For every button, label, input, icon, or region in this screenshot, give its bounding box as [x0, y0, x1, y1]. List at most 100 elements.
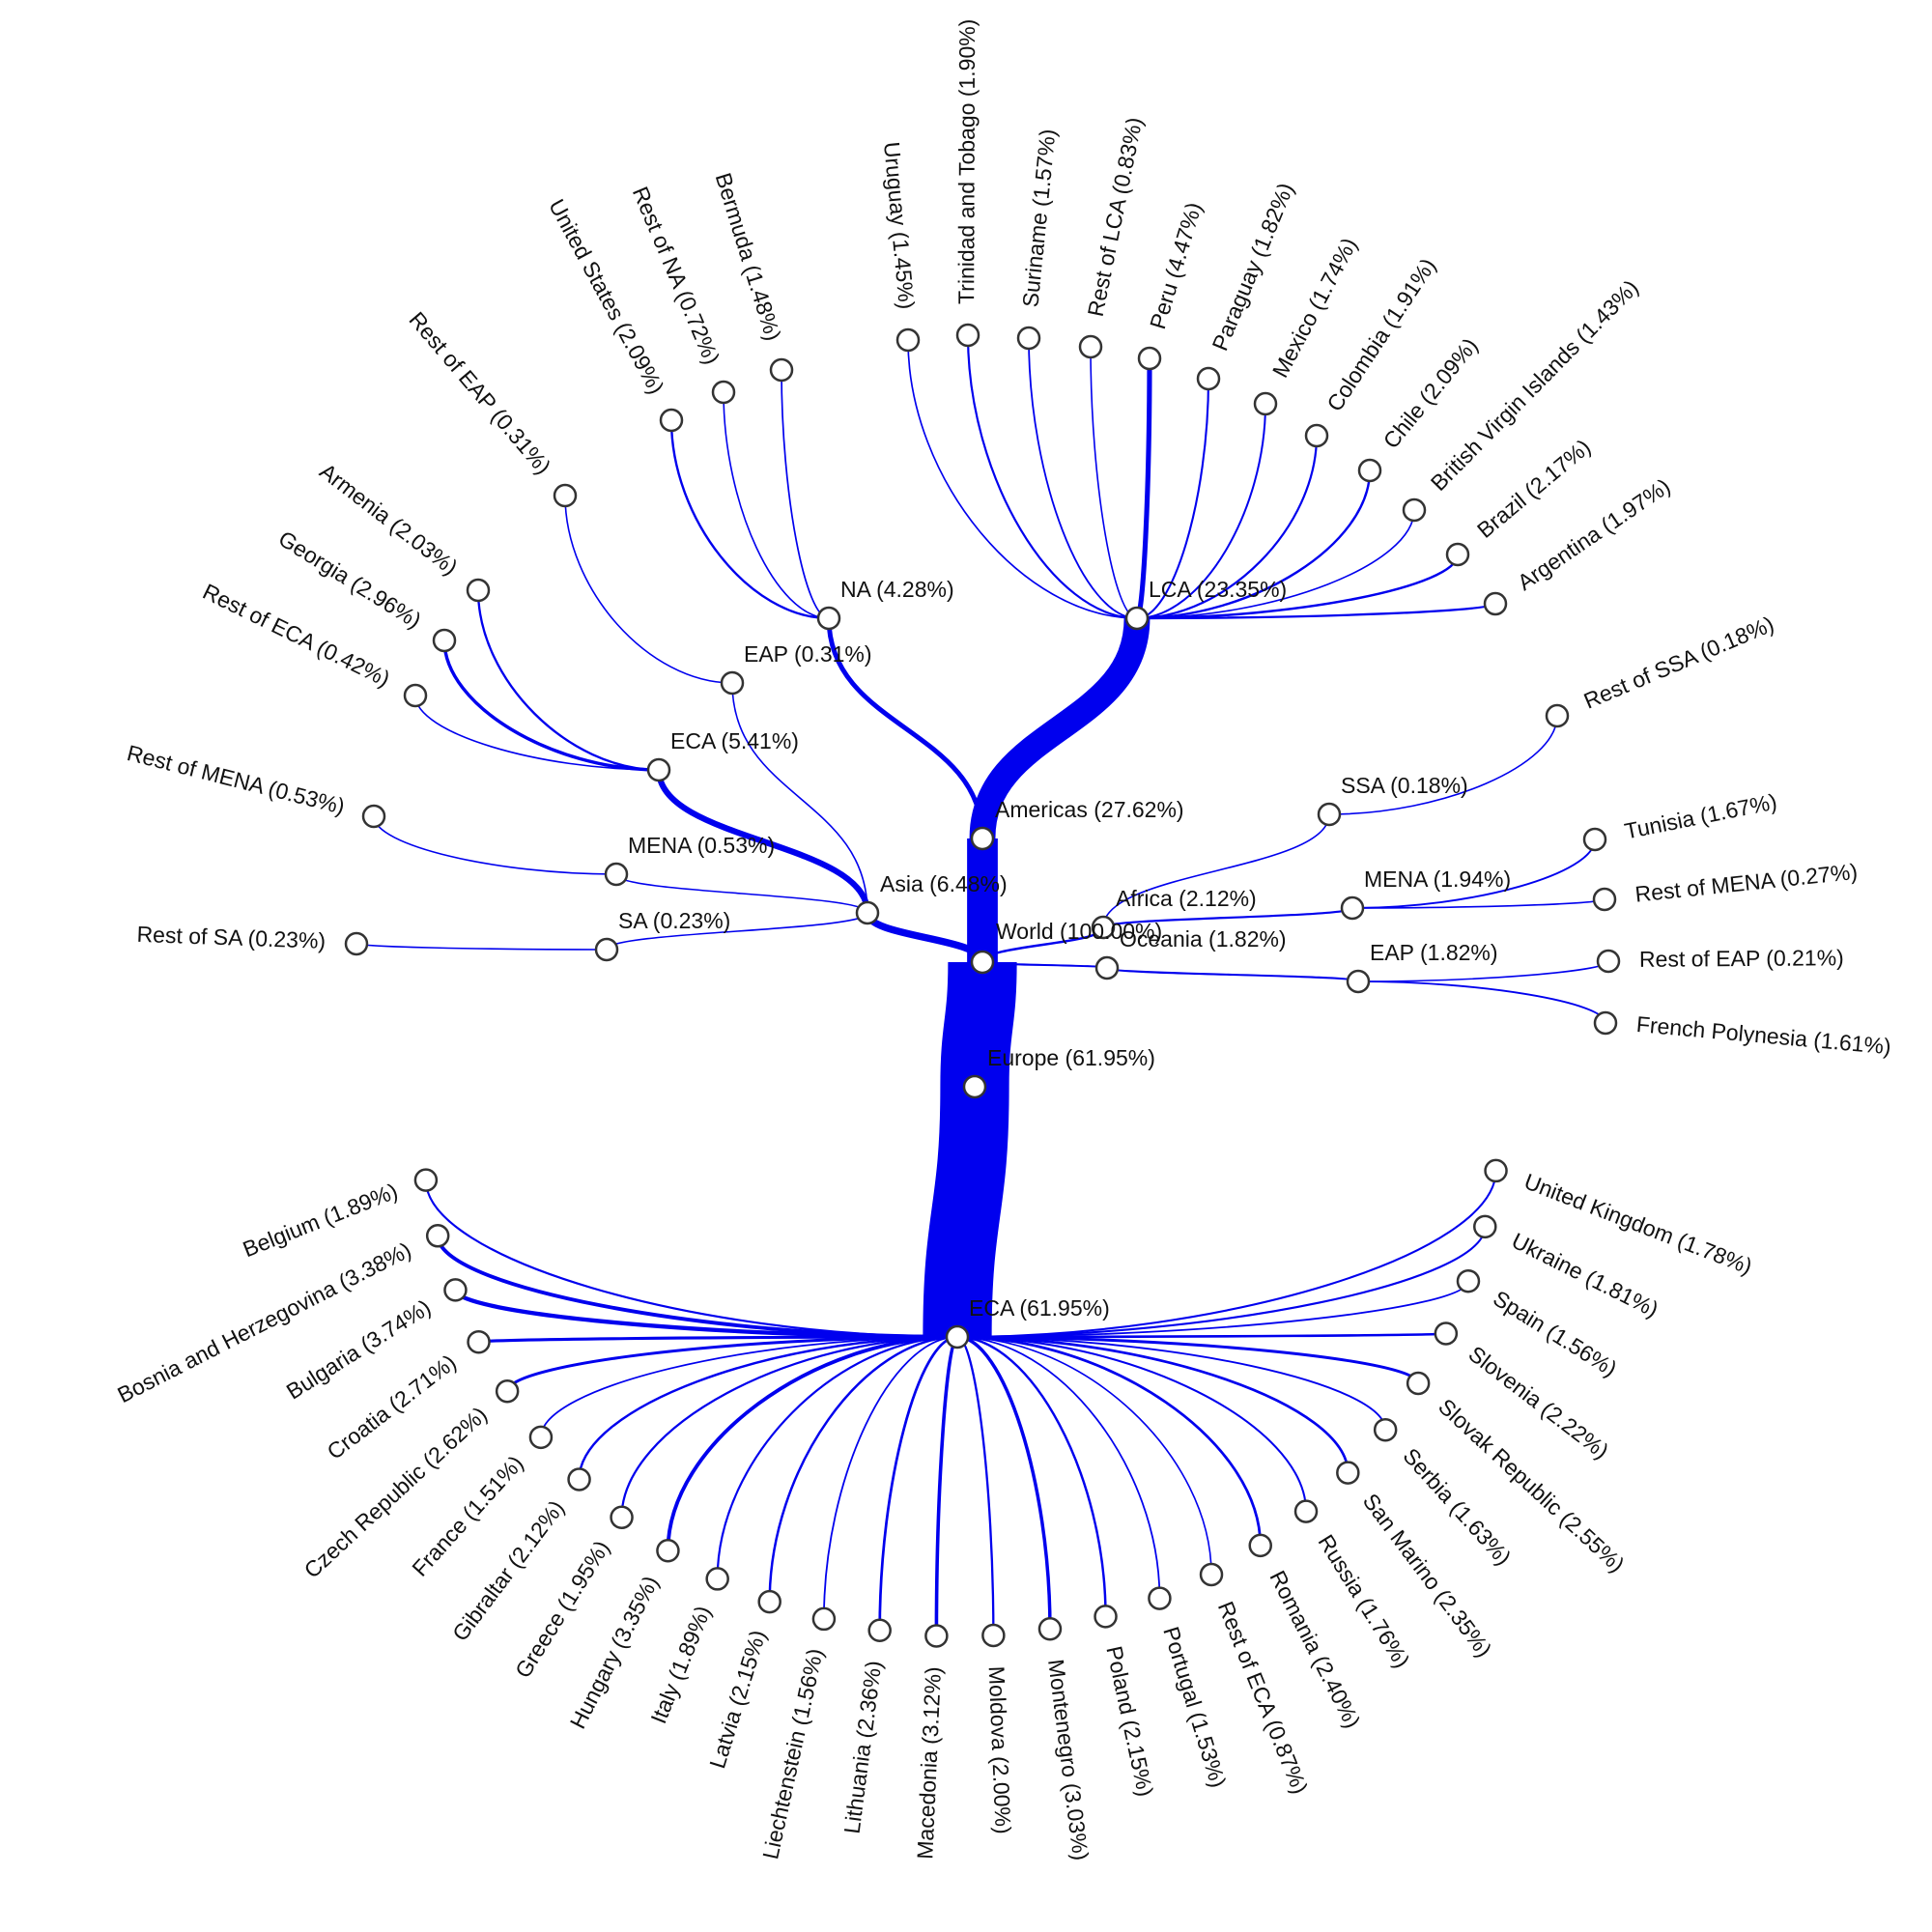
- link-eca-armenia: [476, 589, 660, 772]
- leaf-node-belgium[interactable]: [413, 1168, 439, 1192]
- leaf-node-argentina[interactable]: [1483, 591, 1508, 616]
- leaf-node-san-marino[interactable]: [1336, 1461, 1360, 1485]
- leaf-node-russia[interactable]: [1293, 1499, 1319, 1523]
- leaf-node-georgia[interactable]: [432, 628, 457, 653]
- node-americas-na[interactable]: [816, 606, 841, 631]
- node-americas[interactable]: [970, 826, 995, 851]
- leaf-node-uruguay[interactable]: [895, 327, 921, 353]
- label-africa: Africa (2.12%): [1116, 886, 1257, 911]
- leaf-node-peru[interactable]: [1137, 346, 1162, 371]
- leaf-node-rest-of-na[interactable]: [711, 380, 736, 405]
- leaf-node-rest-of-eap[interactable]: [1596, 949, 1621, 974]
- leaf-node-tunisia[interactable]: [1582, 827, 1607, 852]
- leaf-node-liechtenstein[interactable]: [811, 1606, 837, 1632]
- node-africa-ssa[interactable]: [1317, 802, 1342, 827]
- link-lca-trinidad-and-tobago: [966, 334, 1138, 620]
- leaf-label-rest-of-mena: Rest of MENA (0.53%): [125, 740, 348, 819]
- leaf-node-serbia[interactable]: [1373, 1417, 1398, 1442]
- leaf-node-bermuda[interactable]: [769, 357, 794, 383]
- leaf-node-suriname[interactable]: [1016, 326, 1041, 351]
- nodes-layer: [344, 323, 1621, 1648]
- node-asia-sa[interactable]: [594, 937, 619, 962]
- node-africa-mena[interactable]: [1340, 895, 1365, 921]
- leaf-node-armenia[interactable]: [466, 578, 491, 603]
- leaf-label-macedonia: Macedonia (3.12%): [912, 1666, 946, 1860]
- leaf-label-latvia: Latvia (2.15%): [704, 1627, 771, 1771]
- leaf-node-lithuania[interactable]: [867, 1618, 892, 1643]
- link-lca-colombia: [1136, 435, 1319, 620]
- link-europe-eca: [923, 1086, 1009, 1338]
- leaf-node-latvia[interactable]: [757, 1589, 781, 1614]
- link-eca-georgia: [442, 639, 660, 772]
- leaf-node-montenegro[interactable]: [1037, 1616, 1063, 1641]
- leaf-node-french-polynesia[interactable]: [1593, 1010, 1618, 1036]
- leaf-label-bosnia-and-herzegovina: Bosnia and Herzegovina (3.38%): [113, 1237, 414, 1408]
- leaf-node-czech-republic[interactable]: [495, 1378, 520, 1404]
- leaf-node-rest-of-eca[interactable]: [1199, 1562, 1224, 1587]
- leaf-node-italy[interactable]: [705, 1567, 729, 1591]
- link-eca-italy: [716, 1335, 958, 1579]
- leaf-node-trinidad-and-tobago[interactable]: [955, 323, 980, 348]
- leaf-node-rest-of-eca[interactable]: [403, 683, 428, 708]
- link-eca-macedonia: [934, 1335, 959, 1636]
- leaf-node-slovenia[interactable]: [1434, 1321, 1459, 1346]
- node-americas-lca[interactable]: [1124, 606, 1150, 631]
- leaf-node-spain[interactable]: [1456, 1268, 1481, 1293]
- leaf-node-moldova[interactable]: [981, 1623, 1006, 1648]
- leaf-node-france[interactable]: [528, 1425, 554, 1450]
- leaf-node-rest-of-ssa[interactable]: [1545, 703, 1570, 728]
- leaf-node-paraguay[interactable]: [1196, 366, 1221, 391]
- label-africa-mena: MENA (1.94%): [1364, 867, 1511, 892]
- link-eca-portugal: [956, 1336, 1161, 1599]
- node-asia-eap[interactable]: [720, 670, 745, 696]
- leaf-node-mexico[interactable]: [1253, 391, 1278, 416]
- node-world[interactable]: [970, 950, 995, 975]
- leaf-node-gibraltar[interactable]: [567, 1467, 591, 1492]
- leaf-label-suriname: Suriname (1.57%): [1017, 128, 1060, 308]
- leaf-node-croatia[interactable]: [467, 1329, 491, 1354]
- label-americas-lca: LCA (23.35%): [1149, 577, 1287, 602]
- leaf-node-british-virgin-islands[interactable]: [1402, 497, 1427, 523]
- link-lca-chile: [1136, 469, 1372, 620]
- label-oceania: Oceania (1.82%): [1120, 926, 1287, 952]
- leaf-node-slovak-republic[interactable]: [1406, 1371, 1431, 1396]
- leaf-node-greece[interactable]: [610, 1505, 634, 1530]
- leaf-node-rest-of-eap[interactable]: [553, 483, 578, 508]
- leaf-node-macedonia[interactable]: [924, 1624, 949, 1648]
- leaf-label-peru: Peru (4.47%): [1145, 199, 1207, 331]
- leaf-node-hungary[interactable]: [656, 1538, 680, 1563]
- leaf-node-rest-of-sa[interactable]: [344, 931, 369, 956]
- leaf-node-bosnia-and-herzegovina[interactable]: [425, 1224, 450, 1248]
- link-americas-na: [826, 617, 985, 839]
- node-europe-eca[interactable]: [945, 1324, 970, 1350]
- link-eca-ukraine: [956, 1226, 1487, 1339]
- leaf-node-rest-of-mena[interactable]: [361, 804, 386, 829]
- node-europe[interactable]: [962, 1074, 987, 1099]
- leaf-node-bulgaria[interactable]: [443, 1278, 468, 1302]
- node-asia-eca[interactable]: [646, 757, 671, 782]
- labels-layer: World (100.00%) Americas (27.62%) NA (4.28…: [113, 19, 1891, 1862]
- leaf-node-united-states[interactable]: [659, 408, 684, 433]
- leaf-label-rest-of-sa: Rest of SA (0.23%): [136, 922, 326, 953]
- link-asia-eap: [731, 682, 868, 914]
- link-eca-moldova: [956, 1335, 995, 1635]
- node-oceania-eap[interactable]: [1346, 969, 1371, 994]
- leaf-node-chile[interactable]: [1357, 458, 1382, 483]
- leaf-node-brazil[interactable]: [1445, 542, 1470, 567]
- node-africa[interactable]: [1091, 915, 1116, 940]
- leaf-node-rest-of-lca[interactable]: [1078, 334, 1103, 359]
- node-asia[interactable]: [855, 900, 880, 925]
- link-mena-rest-of-mena: [373, 815, 617, 875]
- leaf-node-poland[interactable]: [1094, 1605, 1118, 1629]
- leaf-node-portugal[interactable]: [1148, 1586, 1172, 1610]
- leaf-node-rest-of-mena[interactable]: [1592, 887, 1617, 912]
- node-oceania[interactable]: [1094, 955, 1120, 980]
- node-asia-mena[interactable]: [604, 862, 629, 887]
- leaf-node-romania[interactable]: [1248, 1533, 1272, 1558]
- link-eca-slovenia: [956, 1332, 1448, 1339]
- leaf-node-ukraine[interactable]: [1473, 1214, 1497, 1239]
- leaf-node-colombia[interactable]: [1304, 423, 1329, 448]
- link-eca-russia: [956, 1335, 1308, 1512]
- leaf-node-united-kingdom[interactable]: [1484, 1158, 1508, 1183]
